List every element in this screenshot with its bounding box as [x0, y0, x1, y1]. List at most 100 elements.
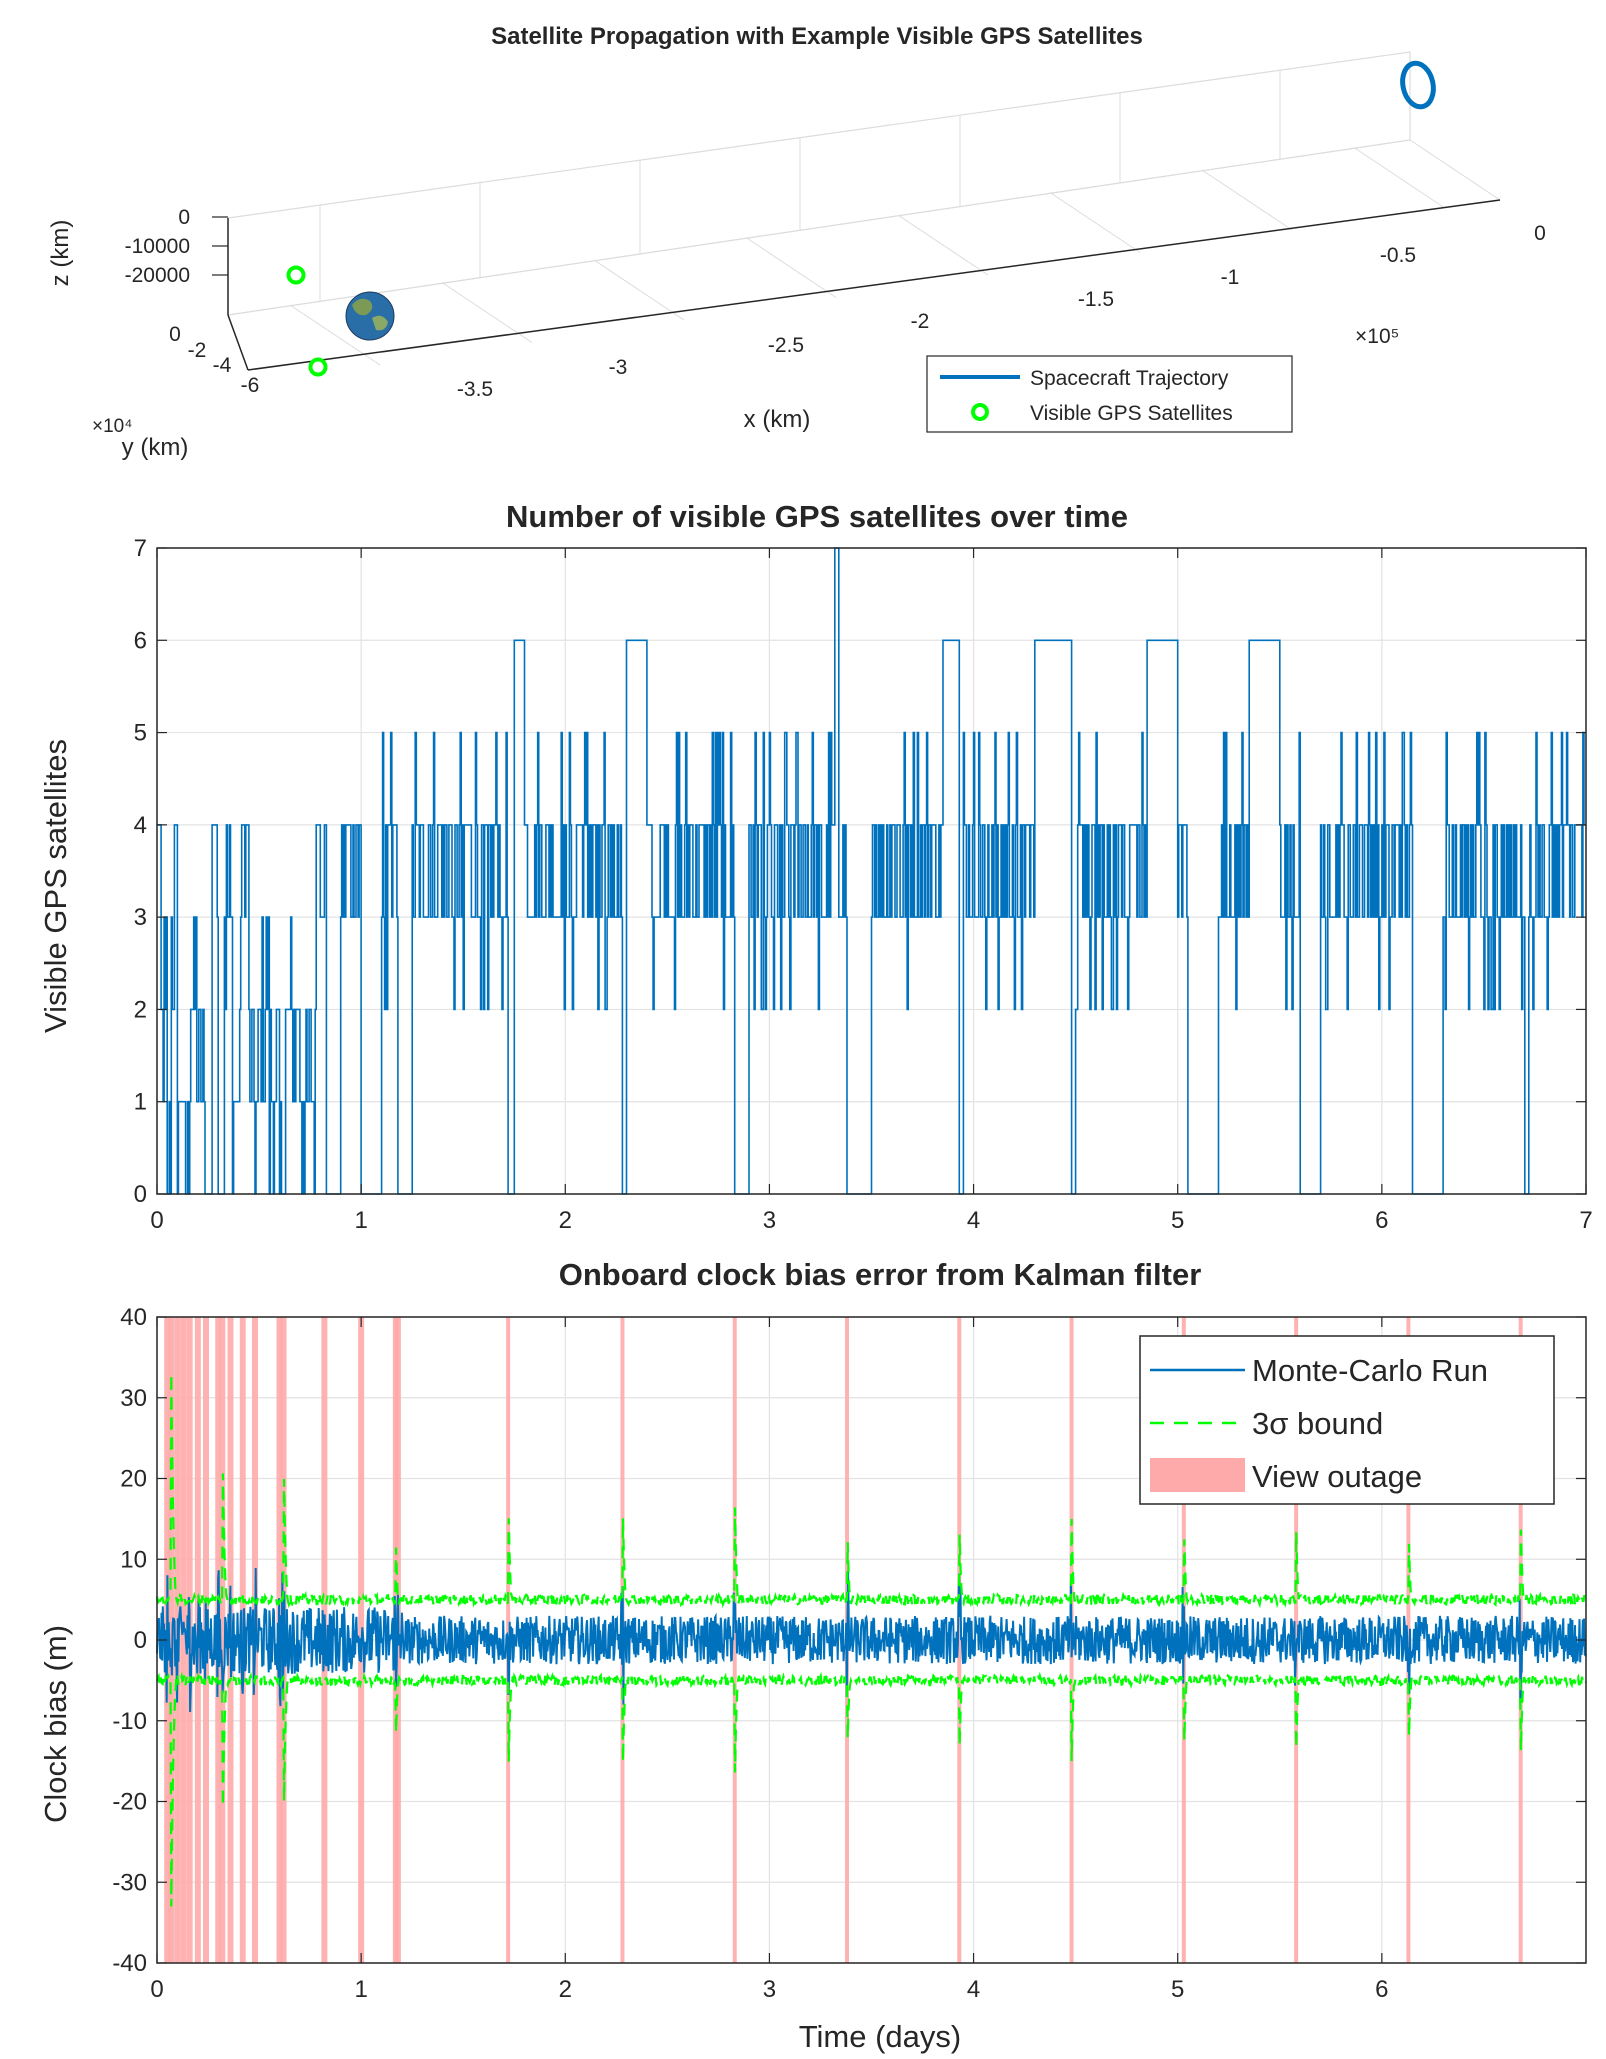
x-tick-label: -1 — [1221, 266, 1240, 289]
clock-bias-legend: Monte-Carlo Run 3σ bound View outage — [1139, 1335, 1555, 1505]
sat-count-x-tick-label: 6 — [1375, 1207, 1388, 1234]
clock-bias-x-tick-label: 5 — [1171, 1976, 1184, 2003]
monte-carlo-run-line — [156, 1567, 1587, 1713]
sat-count-panel: Number of visible GPS satellites over ti… — [38, 499, 1593, 1234]
sat-count-frame — [156, 547, 1587, 1195]
y-axis-label: y (km) — [122, 434, 189, 461]
y-tick-label: 0 — [169, 323, 181, 346]
floor-grid-line — [227, 139, 1411, 316]
sat-count-x-tick-label: 3 — [763, 1207, 776, 1234]
view-outage-band — [219, 1317, 226, 1963]
z-axis-label: z (km) — [47, 220, 74, 287]
y-tick-label: -2 — [188, 339, 207, 362]
earth-landmass — [352, 298, 373, 316]
legend-trajectory-label: Spacecraft Trajectory — [1030, 367, 1229, 390]
legend-gps-swatch — [971, 403, 989, 421]
legend-box — [926, 355, 1293, 433]
x-tick-label: -3.5 — [457, 378, 493, 401]
floor-grid-line — [1049, 192, 1141, 253]
plot3d-panel: Satellite Propagation with Example Visib… — [47, 23, 1546, 461]
sat-count-x-tick-label: 0 — [150, 1207, 163, 1234]
clock-bias-y-tick-label: -40 — [112, 1950, 147, 1977]
gps-satellite-marker — [286, 265, 306, 285]
sat-count-y-tick-label: 7 — [134, 535, 147, 562]
spacecraft-trajectory — [1400, 60, 1436, 110]
view-outage-band — [957, 1317, 962, 1963]
sat-count-y-tick-label: 3 — [134, 904, 147, 931]
y-tick-label: -6 — [241, 374, 260, 397]
y-tick-label: -4 — [213, 354, 232, 377]
sat-count-title: Number of visible GPS satellites over ti… — [506, 499, 1128, 534]
view-outage-band — [180, 1317, 187, 1963]
plot3d-title: Satellite Propagation with Example Visib… — [491, 23, 1143, 50]
sat-count-x-tick-label: 5 — [1171, 1207, 1184, 1234]
clock-bias-axes: 0 1 2 3 4 5 6 -40 -30 -20 -10 0 10 20 30 40 Monte-Carlo … — [112, 1304, 1587, 2003]
plot3d-legend: Spacecraft Trajectory Visible GPS Satelli… — [926, 355, 1293, 433]
x-tick-label: -2 — [911, 310, 930, 333]
sat-count-y-tick-label: 6 — [134, 627, 147, 654]
sat-count-x-tick-label: 2 — [559, 1207, 572, 1234]
legend-bound-label: 3σ bound — [1252, 1406, 1383, 1441]
view-outage-band — [1406, 1317, 1411, 1963]
clock-bias-x-tick-label: 0 — [150, 1976, 163, 2003]
legend-run-label: Monte-Carlo Run — [1252, 1353, 1488, 1388]
clock-bias-x-tick-label: 2 — [559, 1976, 572, 2003]
x-tick-label: -0.5 — [1380, 244, 1416, 267]
floor-grid-line — [441, 282, 533, 343]
clock-bias-xlabel: Time (days) — [799, 2019, 961, 2054]
earth-landmass — [372, 315, 388, 331]
clock-bias-x-tick-label: 3 — [763, 1976, 776, 2003]
clock-bias-y-tick-label: -10 — [112, 1708, 147, 1735]
x-tick-label: -1.5 — [1078, 288, 1114, 311]
clock-bias-y-tick-label: 10 — [120, 1546, 147, 1573]
z-tick-label: -20000 — [125, 264, 190, 287]
sat-count-y-tick-label: 5 — [134, 720, 147, 747]
z-tick-label: 0 — [178, 206, 190, 229]
y-axis-line — [227, 314, 249, 371]
sat-count-series-line — [157, 547, 1586, 1195]
floor-grid-line — [593, 259, 685, 321]
floor-grid-line — [897, 214, 989, 276]
sigma-upper-bound-line — [155, 1373, 1587, 1609]
view-outage-band — [168, 1317, 175, 1963]
clock-bias-y-tick-label: -30 — [112, 1869, 147, 1896]
clock-bias-y-tick-label: 40 — [120, 1304, 147, 1331]
gps-satellite-marker — [308, 357, 328, 377]
clock-bias-title: Onboard clock bias error from Kalman fil… — [559, 1257, 1202, 1292]
clock-bias-x-tick-label: 1 — [354, 1976, 367, 2003]
legend-outage-swatch — [1150, 1458, 1245, 1492]
floor-grid-line — [289, 304, 381, 366]
sat-count-x-tick-label: 7 — [1579, 1207, 1592, 1234]
legend-outage-label: View outage — [1252, 1459, 1422, 1494]
sat-count-y-tick-label: 1 — [134, 1089, 147, 1116]
clock-bias-panel: Onboard clock bias error from Kalman fil… — [38, 1257, 1587, 2054]
sat-count-y-tick-label: 4 — [134, 812, 147, 839]
clock-bias-y-tick-label: 0 — [134, 1627, 147, 1654]
floor-grid-line — [1201, 169, 1293, 231]
x-tick-label: -2.5 — [768, 334, 804, 357]
clock-bias-x-tick-label: 4 — [967, 1976, 980, 2003]
x-exponent: ×10⁵ — [1355, 325, 1399, 348]
x-tick-label: -3 — [609, 356, 628, 379]
z-tick-label: -10000 — [125, 235, 190, 258]
sat-count-x-tick-label: 1 — [354, 1207, 367, 1234]
floor-grid-line — [1409, 139, 1501, 201]
clock-bias-y-tick-label: -20 — [112, 1789, 147, 1816]
x-tick-label: 0 — [1534, 222, 1546, 245]
sat-count-ylabel: Visible GPS satellites — [38, 739, 73, 1033]
clock-bias-ylabel: Clock bias (m) — [38, 1625, 73, 1823]
sat-count-y-tick-label: 0 — [134, 1181, 147, 1208]
sigma-lower-bound-line — [155, 1671, 1587, 1907]
sat-count-y-tick-label: 2 — [134, 996, 147, 1023]
x-axis-line — [247, 199, 1501, 371]
sat-count-x-tick-label: 4 — [967, 1207, 980, 1234]
earth-marker — [345, 291, 395, 341]
clock-bias-x-tick-label: 6 — [1375, 1976, 1388, 2003]
x-axis-label: x (km) — [744, 406, 811, 433]
y-exponent: ×10⁴ — [92, 416, 132, 437]
sat-count-axes: 0 1 2 3 4 5 6 7 0 1 2 3 4 5 6 7 — [134, 535, 1593, 1234]
clock-bias-y-tick-label: 20 — [120, 1466, 147, 1493]
floor-grid-line — [745, 237, 837, 298]
view-outage-band — [732, 1317, 737, 1963]
